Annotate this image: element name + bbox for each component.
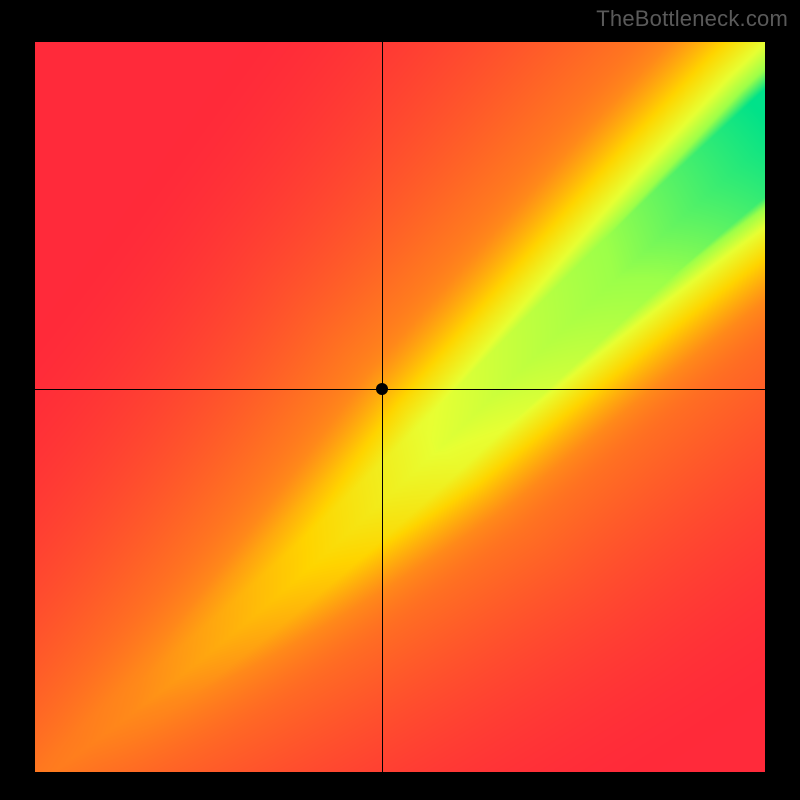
watermark-text: TheBottleneck.com [596, 6, 788, 32]
crosshair-horizontal [35, 389, 765, 390]
chart-container: TheBottleneck.com [0, 0, 800, 800]
plot-area [35, 42, 765, 772]
crosshair-marker [376, 383, 388, 395]
heatmap-canvas [35, 42, 765, 772]
crosshair-vertical [382, 42, 383, 772]
